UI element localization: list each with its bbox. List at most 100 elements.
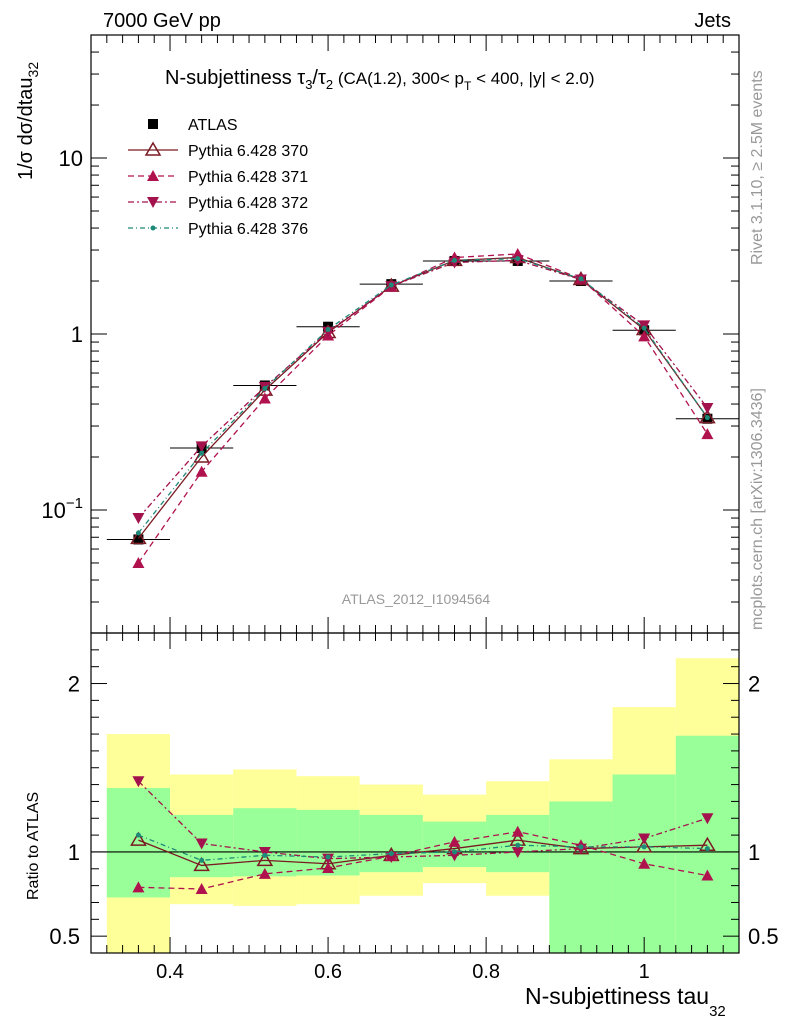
ratio-series-point [195,838,208,850]
title-cuts-T: T [464,79,472,93]
ratio-series-point [130,831,147,846]
series-point [195,465,208,477]
series-pythia-6-428-370 [130,249,716,545]
series-point [132,556,145,568]
y-axis-label-main-text: 1/σ dσ/dtau [15,77,37,180]
mcplots-credit-label: mcplots.cern.ch [arXiv:1306.3436] [749,388,766,630]
x-axis-label: N-subjettiness tau32 [525,983,726,1020]
y-tick-label-ratio-left: 0.5 [49,924,80,949]
series-line [137,259,708,519]
ratio-panel: 0.4 0.6 0.8 1 0.5 0.5 1 1 2 2 Ratio to ATLAS N-su… [25,632,779,1020]
title-cuts-b: < 400, |y| < 2.0) [471,69,594,88]
ratio-series-point [638,833,651,845]
x-tick-label: 1 [639,961,650,983]
series-line [137,253,708,564]
legend-entry: Pythia 6.428 372 [128,195,308,212]
series-point [322,326,335,338]
series-point [701,428,714,440]
y-tick-label-base: 10 [59,146,83,171]
series-atlas [106,255,739,545]
series-pythia-6-428-372 [132,255,714,525]
band-inner-bin [233,808,297,877]
series-point [515,256,521,262]
title-sub-2: 2 [326,77,333,92]
y-tick-label-ratio-left: 1 [68,840,80,865]
ratio-series-line [138,839,708,867]
x-tick-label: 0.4 [156,961,184,983]
plot-title: N-subjettiness τ3/τ2 (CA(1.2), 300< pT <… [165,67,595,93]
legend: ATLAS Pythia 6.428 370 Pythia 6.428 371 Pyt… [128,117,308,238]
series-point [325,327,331,333]
series-line [137,258,708,534]
data-point [133,534,144,545]
series-point [130,529,147,545]
title-cuts-a: (CA(1.2), 300< p [333,69,464,88]
series-point [132,513,145,525]
ratio-series-point [704,846,710,852]
ratio-series-point [195,883,208,894]
series-point [704,415,710,421]
series-point [701,402,714,414]
y-tick-label-main: 10 [59,146,83,171]
ratio-series-point [258,867,271,879]
series-point [388,282,394,288]
series-point [641,325,647,331]
series-point [193,448,210,463]
ratio-series-point [701,813,714,825]
band-inner-bin [549,801,613,953]
ratio-series-point [132,881,145,893]
ratio-series-point [511,825,524,837]
y-tick-label-base: 10 [41,498,65,523]
series-point [448,257,461,269]
header-right: Jets [694,10,731,32]
header-left: 7000 GeV pp [103,10,221,32]
series-line [137,256,708,539]
title-slash: / [312,67,318,89]
legend-marker [147,197,159,208]
band-inner-bin [106,787,171,898]
y-axis-label-ratio: Ratio to ATLAS [25,792,42,900]
ratio-series-point [385,852,398,863]
ratio-series-point [515,842,521,848]
series-pythia-6-428-376 [135,256,710,536]
x-axis-label-text: N-subjettiness tau [525,983,709,1009]
x-tick-label: 0.8 [472,961,500,983]
ratio-series-line [138,834,708,862]
ratio-series-point [578,844,584,850]
y-tick-label-main: 10−1 [41,495,83,523]
series-point [135,530,141,536]
legend-entry: Pythia 6.428 371 [128,169,308,186]
series-point [578,276,584,282]
ratio-series-point [132,776,145,788]
legend-entry: ATLAS [148,117,238,134]
y-tick-label-ratio-right: 0.5 [748,924,779,949]
series-pythia-6-428-371 [132,247,714,568]
ratio-series-point [641,844,647,850]
x-axis-label-sub: 32 [709,1003,726,1020]
ratio-series-point [448,850,461,862]
ratio-series-point [193,856,210,872]
ratio-series-point [199,857,205,863]
ratio-series-point [135,832,141,838]
ratio-series-point [256,851,274,867]
ratio-series-line [138,831,708,890]
title-tau-3: τ [297,67,305,89]
ratio-series-point [638,857,651,869]
title-prefix: N-subjettiness [165,67,297,89]
band-inner-bin [675,735,739,953]
band-inner-bin [359,814,423,873]
ratio-series-point [322,861,335,873]
series-point [452,257,458,263]
ratio-series-point [452,849,458,855]
legend-marker [150,225,156,231]
legend-entry: Pythia 6.428 376 [128,221,308,238]
y-tick-label-ratio-right: 2 [748,672,760,697]
series-point [199,450,205,456]
series-point [195,441,208,453]
ratio-series-line [137,780,708,860]
series-point [638,330,651,342]
legend-marker [147,170,159,181]
ratio-series-point [258,846,271,858]
title-tau-2: τ [318,67,326,89]
